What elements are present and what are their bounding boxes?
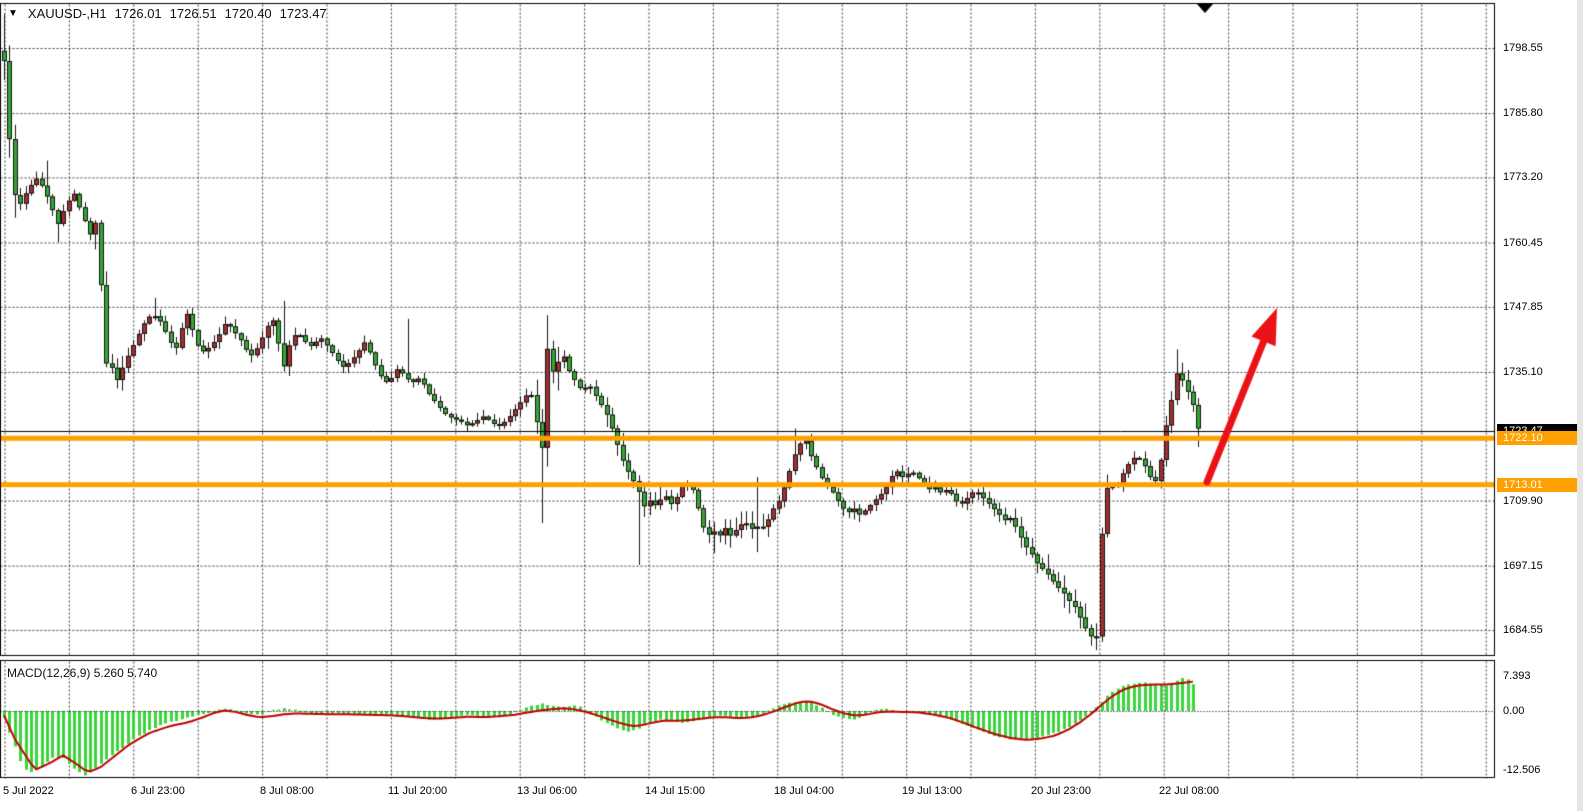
time-axis-label: 14 Jul 15:00: [645, 785, 705, 797]
macd-main-value: 5.260: [93, 666, 124, 680]
time-axis-label: 20 Jul 23:00: [1031, 785, 1091, 797]
macd-axis-label: 0.00: [1503, 705, 1525, 717]
time-axis-label: 18 Jul 04:00: [774, 785, 834, 797]
price-axis[interactable]: 1723.47 1722.10 1713.01 1798.551785.8017…: [1497, 0, 1583, 779]
macd-signal-value: 5.740: [127, 666, 158, 680]
ohlc-header: ▼ XAUUSD-,H1 1726.01 1726.51 1720.40 172…: [8, 6, 327, 21]
macd-name: MACD(12,26,9): [7, 666, 91, 680]
time-axis-label: 19 Jul 13:00: [902, 785, 962, 797]
price-axis-label: 1709.90: [1503, 494, 1543, 507]
time-axis-label: 6 Jul 23:00: [131, 785, 185, 797]
time-axis-label: 13 Jul 06:00: [517, 785, 577, 797]
close-value: 1723.47: [279, 6, 327, 21]
axis-right-strip: [1577, 0, 1583, 811]
price-axis-label: 1798.55: [1503, 42, 1543, 54]
low-value: 1720.40: [224, 6, 272, 21]
macd-axis-label: -12.506: [1503, 764, 1541, 777]
price-axis-label: 1735.10: [1503, 365, 1543, 378]
time-axis-label: 11 Jul 20:00: [388, 785, 448, 797]
time-axis-label: 5 Jul 2022: [3, 785, 54, 797]
price-axis-label: 1773.20: [1503, 171, 1543, 184]
price-axis-label: 1785.80: [1503, 107, 1543, 120]
time-axis[interactable]: 5 Jul 2022 6 Jul 23:00 8 Jul 08:00 11 Jul 2…: [0, 779, 1583, 811]
hline-price-badge-upper: 1722.10: [1497, 431, 1583, 446]
hline-price-badge-lower: 1713.01: [1497, 477, 1583, 492]
open-value: 1726.01: [114, 6, 162, 21]
price-axis-label: 1684.55: [1503, 623, 1543, 636]
symbol-dropdown-icon[interactable]: ▼: [8, 8, 18, 19]
symbol-timeframe-label: XAUUSD-,H1: [27, 6, 107, 21]
time-axis-label: 8 Jul 08:00: [260, 785, 314, 797]
price-axis-label: 1747.85: [1503, 300, 1543, 313]
macd-indicator-label: MACD(12,26,9) 5.260 5.740: [7, 666, 157, 680]
high-value: 1726.51: [169, 6, 217, 21]
price-axis-label: 1760.45: [1503, 236, 1543, 249]
time-axis-label: 22 Jul 08:00: [1159, 785, 1219, 797]
price-axis-label: 1697.15: [1503, 559, 1543, 572]
macd-axis-label: 7.393: [1503, 670, 1531, 683]
